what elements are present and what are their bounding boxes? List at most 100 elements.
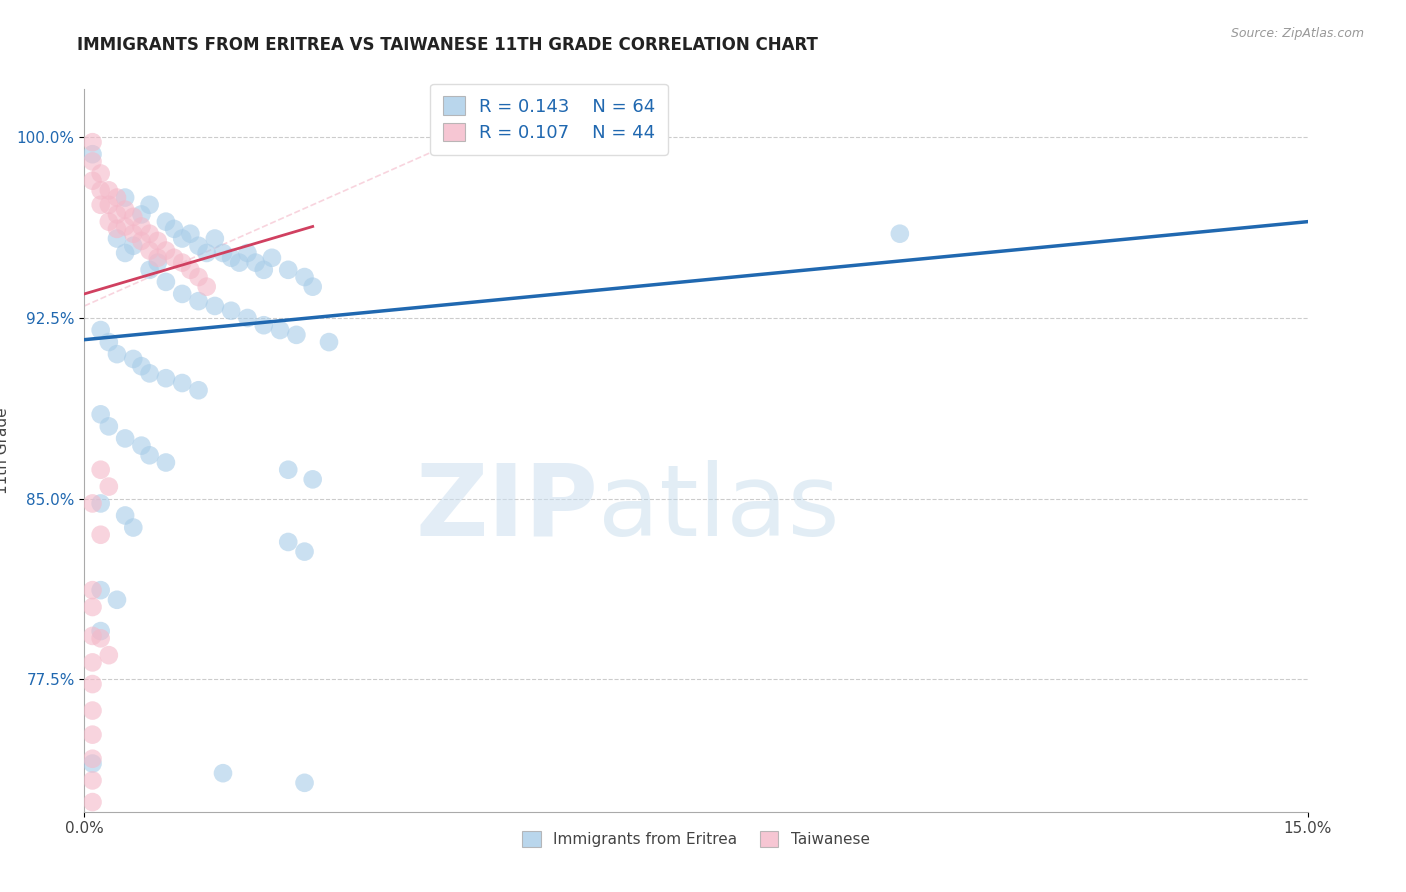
Point: [195, 246, 218, 260]
Point: [90, 407, 112, 422]
Point: [146, 251, 169, 265]
Point: [97, 198, 120, 212]
Point: [97, 183, 120, 197]
Point: [277, 463, 299, 477]
Point: [245, 255, 267, 269]
Point: [163, 222, 186, 236]
Point: [90, 496, 112, 510]
Point: [138, 244, 160, 258]
Point: [212, 246, 235, 260]
Point: [277, 535, 299, 549]
Point: [82, 629, 104, 643]
Point: [82, 728, 104, 742]
Legend: Immigrants from Eritrea, Taiwanese: Immigrants from Eritrea, Taiwanese: [515, 823, 877, 855]
Point: [82, 752, 104, 766]
Point: [146, 255, 169, 269]
Point: [122, 520, 145, 534]
Point: [301, 472, 323, 486]
Point: [138, 367, 160, 381]
Point: [82, 795, 104, 809]
Point: [97, 335, 120, 350]
Point: [219, 251, 242, 265]
Point: [105, 222, 128, 236]
Point: [97, 480, 120, 494]
Point: [90, 198, 112, 212]
Point: [105, 231, 128, 245]
Point: [122, 227, 145, 241]
Point: [90, 323, 112, 337]
Point: [260, 251, 283, 265]
Point: [82, 174, 104, 188]
Point: [204, 299, 226, 313]
Text: ZIP: ZIP: [415, 459, 598, 557]
Point: [122, 239, 145, 253]
Point: [82, 154, 104, 169]
Point: [179, 227, 201, 241]
Point: [285, 327, 308, 342]
Point: [82, 656, 104, 670]
Point: [82, 496, 104, 510]
Point: [82, 677, 104, 691]
Point: [187, 384, 209, 398]
Point: [90, 632, 112, 646]
Point: [146, 234, 169, 248]
Point: [212, 766, 235, 780]
Point: [131, 439, 153, 453]
Point: [138, 227, 160, 241]
Point: [114, 219, 136, 234]
Point: [114, 432, 136, 446]
Point: [97, 419, 120, 434]
Point: [114, 202, 136, 217]
Point: [90, 167, 112, 181]
Point: [82, 773, 104, 788]
Point: [90, 583, 112, 598]
Point: [172, 231, 194, 245]
Point: [179, 263, 201, 277]
Point: [889, 227, 911, 241]
Point: [122, 351, 145, 366]
Point: [114, 508, 136, 523]
Y-axis label: 11th Grade: 11th Grade: [0, 407, 10, 494]
Point: [187, 239, 209, 253]
Point: [172, 287, 194, 301]
Point: [90, 528, 112, 542]
Point: [155, 244, 177, 258]
Point: [114, 246, 136, 260]
Point: [97, 215, 120, 229]
Point: [155, 456, 177, 470]
Point: [163, 251, 186, 265]
Point: [172, 376, 194, 390]
Point: [301, 279, 323, 293]
Point: [138, 198, 160, 212]
Point: [82, 704, 104, 718]
Point: [105, 347, 128, 361]
Point: [131, 219, 153, 234]
Point: [90, 183, 112, 197]
Point: [236, 311, 259, 326]
Point: [253, 263, 276, 277]
Point: [82, 135, 104, 149]
Point: [172, 255, 194, 269]
Point: [294, 544, 316, 558]
Point: [228, 255, 250, 269]
Point: [253, 318, 276, 333]
Point: [269, 323, 291, 337]
Point: [294, 270, 316, 285]
Point: [155, 371, 177, 385]
Point: [122, 210, 145, 224]
Point: [114, 191, 136, 205]
Point: [195, 279, 218, 293]
Point: [131, 359, 153, 373]
Point: [138, 263, 160, 277]
Point: [131, 234, 153, 248]
Point: [131, 207, 153, 221]
Point: [204, 231, 226, 245]
Point: [318, 335, 340, 350]
Point: [219, 303, 242, 318]
Point: [277, 263, 299, 277]
Point: [138, 448, 160, 462]
Point: [236, 246, 259, 260]
Point: [155, 215, 177, 229]
Point: [97, 648, 120, 663]
Point: [105, 592, 128, 607]
